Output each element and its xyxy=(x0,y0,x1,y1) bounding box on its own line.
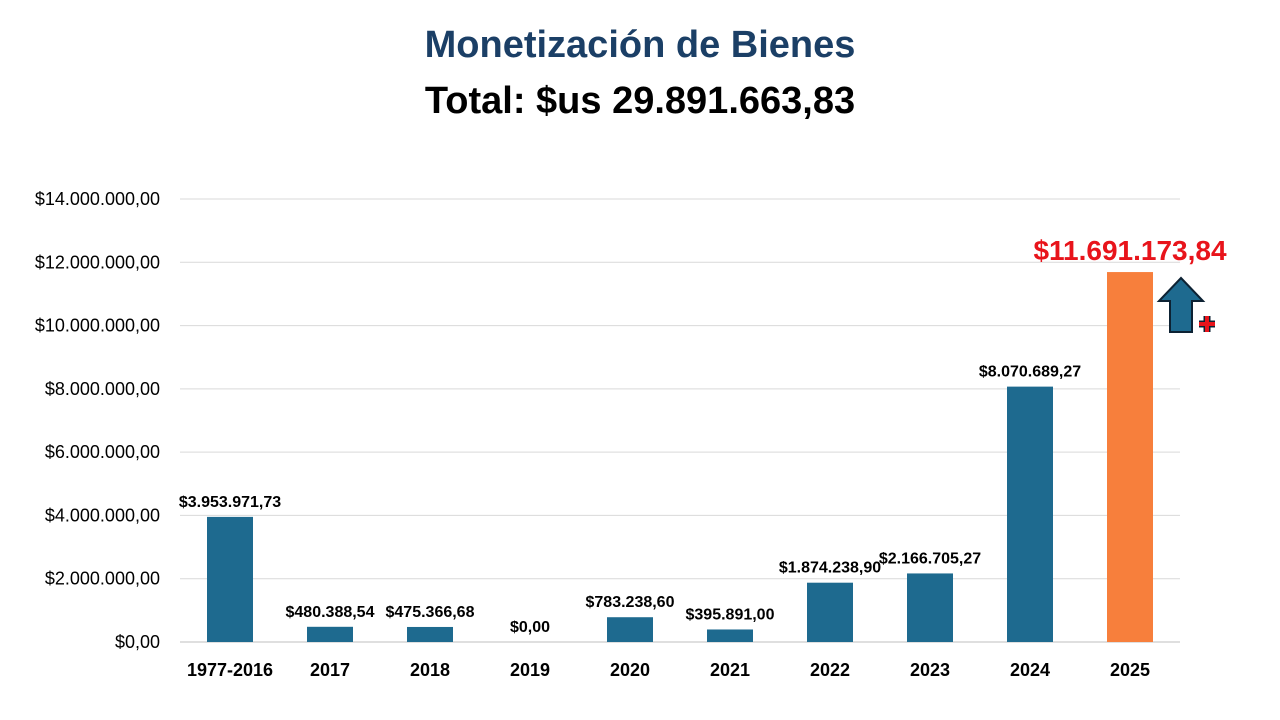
bar xyxy=(607,617,653,642)
bar xyxy=(1107,272,1153,642)
data-label: $395.891,00 xyxy=(686,606,775,623)
x-tick-label: 2017 xyxy=(310,660,350,680)
y-tick-label: $8.000.000,00 xyxy=(45,379,160,399)
data-label: $8.070.689,27 xyxy=(979,364,1081,381)
chart-title: Monetización de Bienes xyxy=(424,24,856,66)
x-axis-ticks: 1977-2016 2017 2018 2019 2020 2021 2022 2023 202… xyxy=(187,660,1150,680)
up-arrow-icon xyxy=(1156,276,1206,333)
data-label: $475.366,68 xyxy=(386,604,475,621)
bar xyxy=(307,626,353,642)
x-tick-label: 2022 xyxy=(810,660,850,680)
x-tick-label: 2020 xyxy=(610,660,650,680)
x-tick-label: 2021 xyxy=(710,660,750,680)
bar xyxy=(907,573,953,642)
data-label: $3.953.971,73 xyxy=(179,494,281,511)
y-tick-label: $0,00 xyxy=(115,632,160,652)
y-tick-label: $14.000.000,00 xyxy=(35,189,160,209)
y-axis-ticks: $0,00 $2.000.000,00 $4.000.000,00 $6.000.00… xyxy=(35,189,160,652)
x-tick-label: 2019 xyxy=(510,660,550,680)
bar xyxy=(707,629,753,642)
up-arrow-plus-icon xyxy=(1156,276,1215,333)
data-label: $783.238,60 xyxy=(586,594,675,611)
bar xyxy=(207,516,253,642)
data-label: $480.388,54 xyxy=(286,604,375,621)
bar xyxy=(807,582,853,642)
data-label: $2.166.705,27 xyxy=(879,550,981,567)
data-label: $0,00 xyxy=(510,619,550,636)
plus-icon xyxy=(1199,316,1215,332)
data-label: $11.691.173,84 xyxy=(1033,235,1227,266)
x-tick-label: 2023 xyxy=(910,660,950,680)
x-tick-label: 2024 xyxy=(1010,660,1050,680)
data-labels: $3.953.971,73 $480.388,54 $475.366,68 $0,00… xyxy=(179,235,1227,636)
bars xyxy=(207,272,1153,642)
x-tick-label: 2025 xyxy=(1110,660,1150,680)
data-label: $1.874.238,90 xyxy=(779,560,881,577)
x-tick-label: 1977-2016 xyxy=(187,660,273,680)
chart-subtitle: Total: $us 29.891.663,83 xyxy=(424,80,856,122)
y-tick-label: $4.000.000,00 xyxy=(45,505,160,525)
y-tick-label: $12.000.000,00 xyxy=(35,252,160,272)
y-tick-label: $2.000.000,00 xyxy=(45,569,160,589)
y-tick-label: $10.000.000,00 xyxy=(35,316,160,336)
x-tick-label: 2018 xyxy=(410,660,450,680)
y-tick-label: $6.000.000,00 xyxy=(45,442,160,462)
bar xyxy=(1007,386,1053,642)
bar xyxy=(407,626,453,642)
